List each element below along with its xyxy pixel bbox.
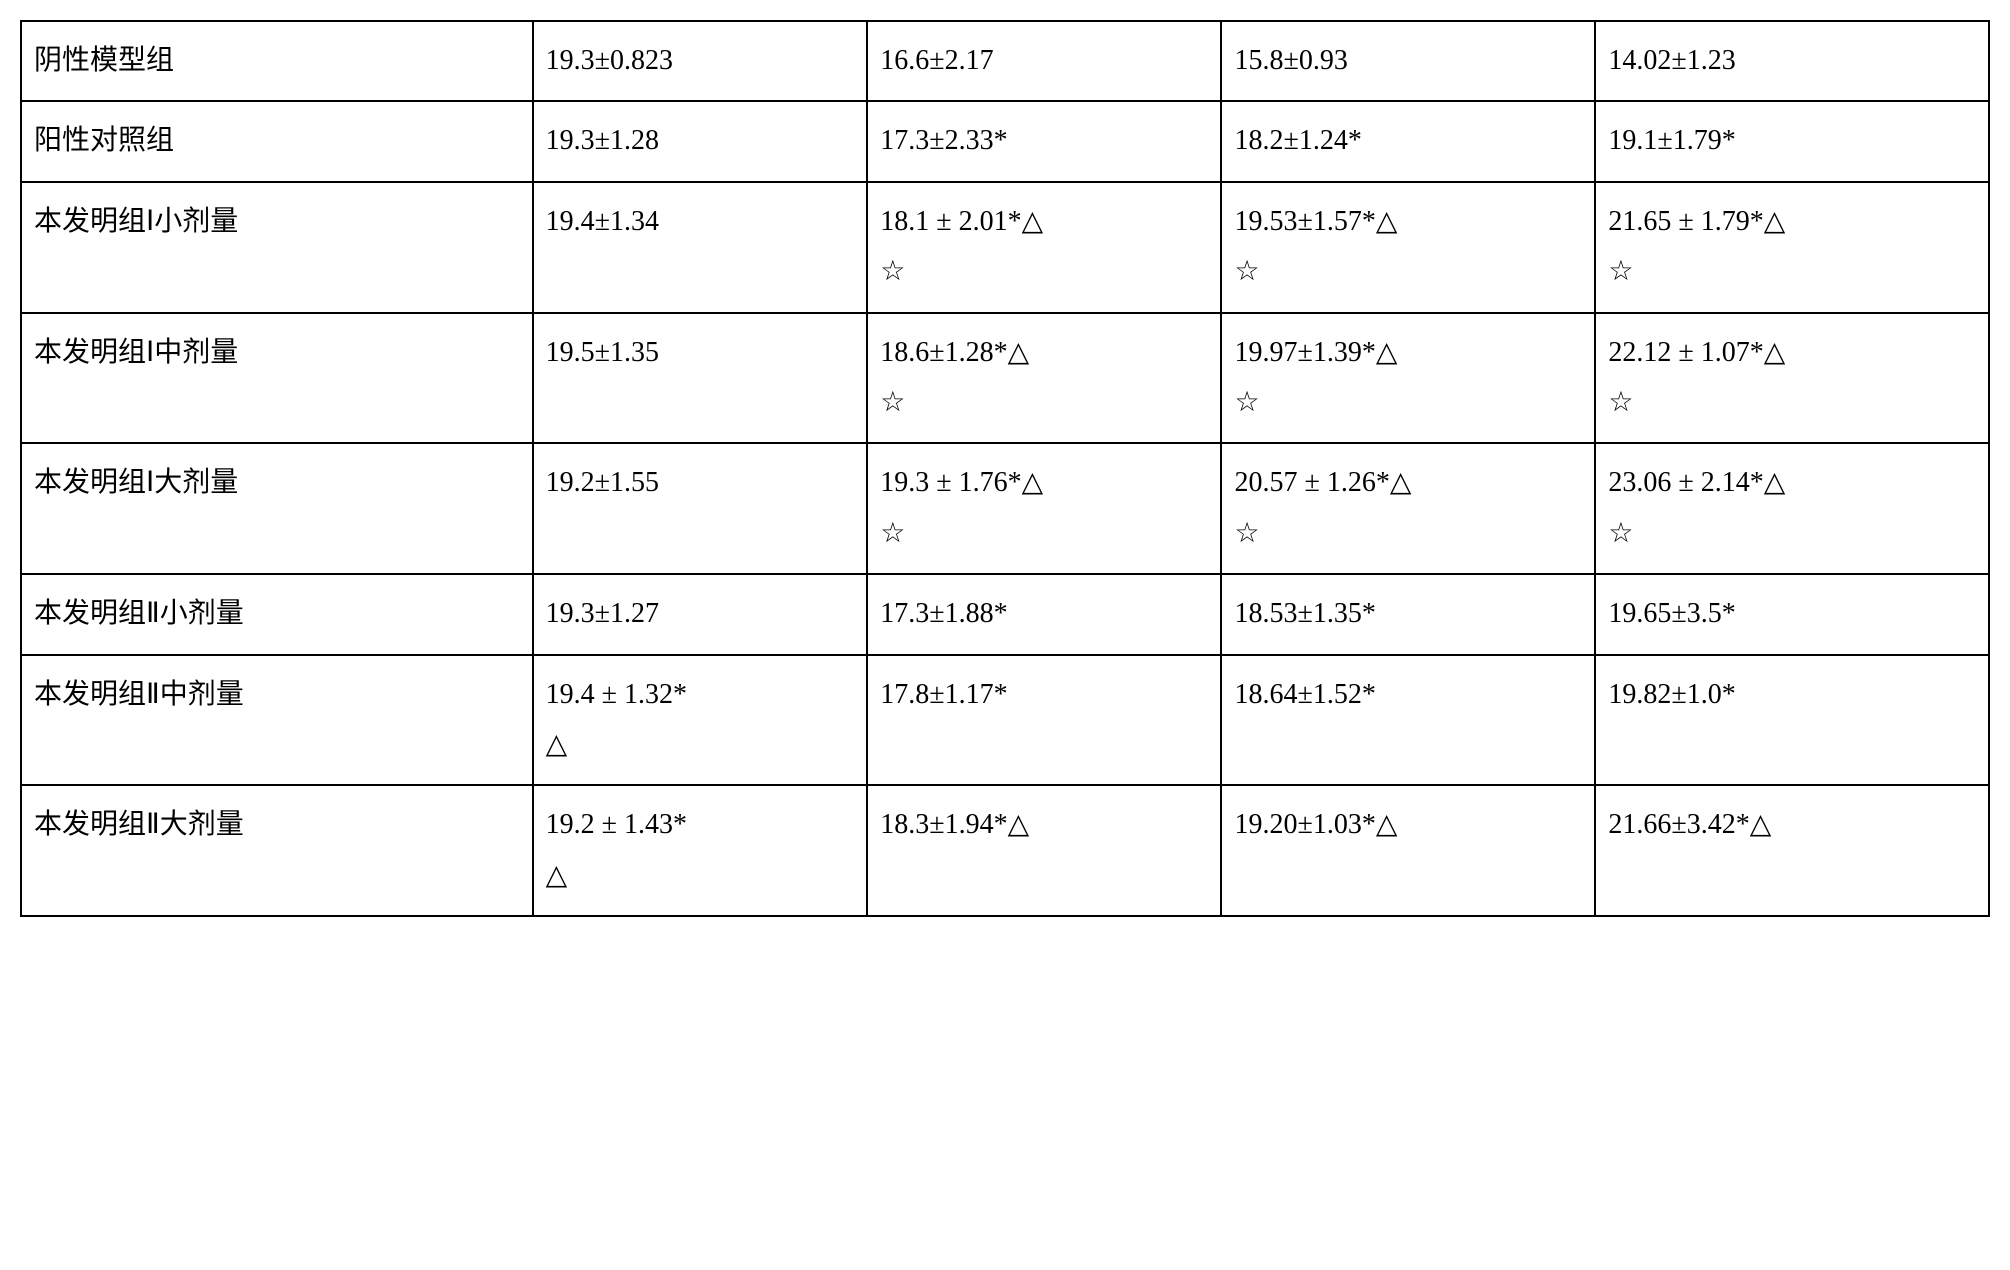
cell-value: 19.53±1.57*△ ☆: [1221, 182, 1595, 313]
cell-value: 17.8±1.17*: [867, 655, 1221, 786]
cell-value: 17.3±2.33*: [867, 101, 1221, 181]
row-label: 本发明组Ⅰ大剂量: [21, 443, 533, 574]
cell-value: 19.4±1.34: [533, 182, 868, 313]
cell-value: 19.65±3.5*: [1595, 574, 1989, 654]
row-label: 本发明组Ⅱ中剂量: [21, 655, 533, 786]
cell-value: 19.97±1.39*△ ☆: [1221, 313, 1595, 444]
row-label: 阳性对照组: [21, 101, 533, 181]
row-label: 本发明组Ⅰ小剂量: [21, 182, 533, 313]
cell-value: 22.12 ± 1.07*△ ☆: [1595, 313, 1989, 444]
table-row: 阴性模型组 19.3±0.823 16.6±2.17 15.8±0.93 14.…: [21, 21, 1989, 101]
cell-value: 19.3±1.28: [533, 101, 868, 181]
cell-value: 19.5±1.35: [533, 313, 868, 444]
cell-value: 19.20±1.03*△: [1221, 785, 1595, 916]
cell-value: 18.6±1.28*△ ☆: [867, 313, 1221, 444]
cell-value: 19.2±1.55: [533, 443, 868, 574]
table-row: 本发明组Ⅱ中剂量 19.4 ± 1.32* △ 17.8±1.17* 18.64…: [21, 655, 1989, 786]
row-label: 阴性模型组: [21, 21, 533, 101]
cell-value: 18.3±1.94*△: [867, 785, 1221, 916]
cell-value: 19.3±1.27: [533, 574, 868, 654]
row-label: 本发明组Ⅰ中剂量: [21, 313, 533, 444]
table-row: 本发明组Ⅰ小剂量 19.4±1.34 18.1 ± 2.01*△ ☆ 19.53…: [21, 182, 1989, 313]
table-row: 本发明组Ⅱ小剂量 19.3±1.27 17.3±1.88* 18.53±1.35…: [21, 574, 1989, 654]
cell-value: 23.06 ± 2.14*△ ☆: [1595, 443, 1989, 574]
cell-value: 18.53±1.35*: [1221, 574, 1595, 654]
table-row: 本发明组Ⅰ大剂量 19.2±1.55 19.3 ± 1.76*△ ☆ 20.57…: [21, 443, 1989, 574]
data-table: 阴性模型组 19.3±0.823 16.6±2.17 15.8±0.93 14.…: [20, 20, 1990, 917]
cell-value: 16.6±2.17: [867, 21, 1221, 101]
cell-value: 19.3±0.823: [533, 21, 868, 101]
cell-value: 19.82±1.0*: [1595, 655, 1989, 786]
cell-value: 21.65 ± 1.79*△ ☆: [1595, 182, 1989, 313]
cell-value: 18.1 ± 2.01*△ ☆: [867, 182, 1221, 313]
row-label: 本发明组Ⅱ小剂量: [21, 574, 533, 654]
cell-value: 18.2±1.24*: [1221, 101, 1595, 181]
cell-value: 21.66±3.42*△: [1595, 785, 1989, 916]
cell-value: 19.3 ± 1.76*△ ☆: [867, 443, 1221, 574]
table-body: 阴性模型组 19.3±0.823 16.6±2.17 15.8±0.93 14.…: [21, 21, 1989, 916]
table-row: 本发明组Ⅰ中剂量 19.5±1.35 18.6±1.28*△ ☆ 19.97±1…: [21, 313, 1989, 444]
table-row: 阳性对照组 19.3±1.28 17.3±2.33* 18.2±1.24* 19…: [21, 101, 1989, 181]
cell-value: 18.64±1.52*: [1221, 655, 1595, 786]
row-label: 本发明组Ⅱ大剂量: [21, 785, 533, 916]
cell-value: 15.8±0.93: [1221, 21, 1595, 101]
cell-value: 19.1±1.79*: [1595, 101, 1989, 181]
cell-value: 17.3±1.88*: [867, 574, 1221, 654]
cell-value: 14.02±1.23: [1595, 21, 1989, 101]
cell-value: 20.57 ± 1.26*△ ☆: [1221, 443, 1595, 574]
cell-value: 19.2 ± 1.43* △: [533, 785, 868, 916]
table-row: 本发明组Ⅱ大剂量 19.2 ± 1.43* △ 18.3±1.94*△ 19.2…: [21, 785, 1989, 916]
cell-value: 19.4 ± 1.32* △: [533, 655, 868, 786]
